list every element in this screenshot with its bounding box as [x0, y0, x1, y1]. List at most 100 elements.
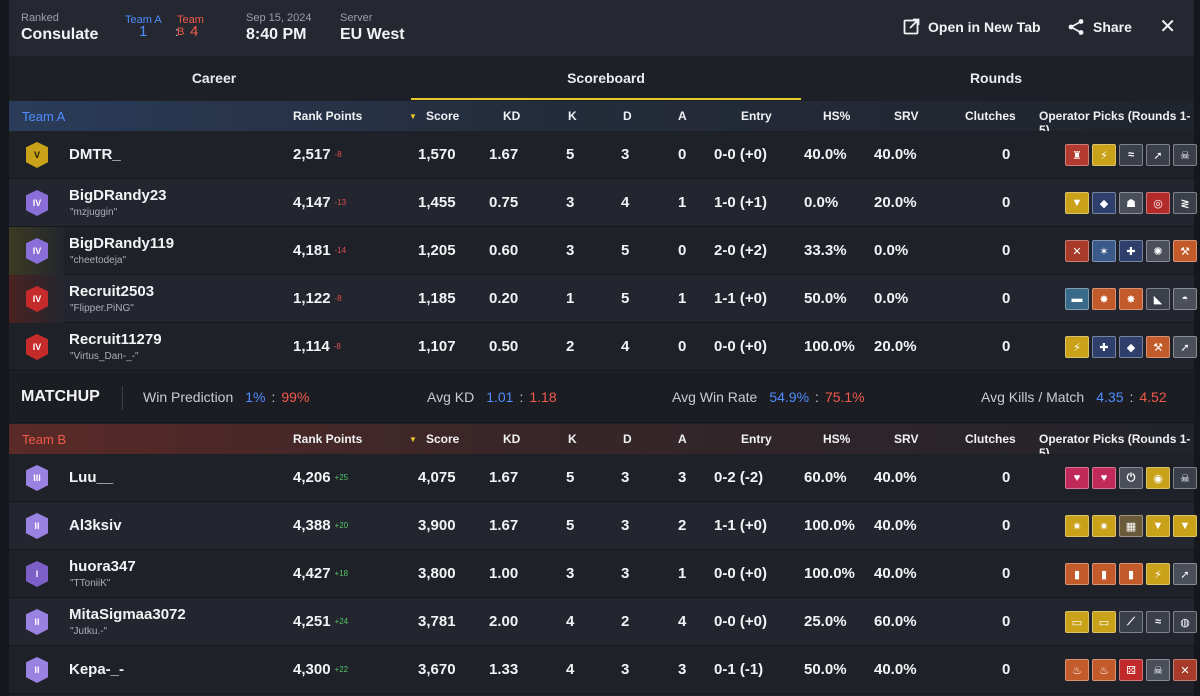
- blade-icon[interactable]: ⟋: [1119, 611, 1143, 633]
- player-name[interactable]: Recruit2503: [69, 283, 155, 300]
- player-name[interactable]: Luu__: [69, 469, 114, 486]
- wolf-icon[interactable]: ◣: [1146, 288, 1170, 310]
- col-hs[interactable]: HS%: [823, 432, 851, 446]
- gear-icon[interactable]: ✺: [1146, 240, 1170, 262]
- col-hs[interactable]: HS%: [823, 109, 851, 123]
- col-a[interactable]: A: [678, 109, 687, 123]
- wave-icon[interactable]: ≈: [1119, 144, 1143, 166]
- player-name[interactable]: Al3ksiv: [69, 517, 122, 534]
- bee-icon[interactable]: ✷: [1092, 515, 1116, 537]
- player-name[interactable]: Kepa-_-: [69, 661, 125, 678]
- visor-icon[interactable]: ▭: [1092, 611, 1116, 633]
- eagle-icon[interactable]: ▼: [1065, 192, 1089, 214]
- eagle-icon[interactable]: ▼: [1173, 515, 1197, 537]
- target-icon[interactable]: ◎: [1146, 192, 1170, 214]
- shield-icon[interactable]: ◆: [1092, 192, 1116, 214]
- col-kd[interactable]: KD: [503, 432, 521, 446]
- visor-icon[interactable]: ▭: [1065, 611, 1089, 633]
- shield-icon[interactable]: ◆: [1119, 336, 1143, 358]
- drop-icon[interactable]: ◍: [1173, 611, 1197, 633]
- bucket-icon[interactable]: ▮: [1092, 563, 1116, 585]
- player-row[interactable]: IV Recruit2503 "Flipper.PiNG" 1,122 -8 1,185 0…: [9, 275, 1197, 323]
- dice-icon[interactable]: ⚄: [1119, 659, 1143, 681]
- fortress-icon[interactable]: ♜: [1065, 144, 1089, 166]
- col-clutches[interactable]: Clutches: [965, 109, 1016, 123]
- bee-icon[interactable]: ✷: [1065, 515, 1089, 537]
- col-srv[interactable]: SRV: [894, 432, 919, 446]
- sort-desc-icon[interactable]: ▼: [409, 112, 417, 121]
- arrow-icon[interactable]: ➚: [1146, 144, 1170, 166]
- skull-icon[interactable]: ☠: [1173, 144, 1197, 166]
- star-icon[interactable]: ✸: [1119, 288, 1143, 310]
- share-button[interactable]: Share: [1067, 18, 1132, 36]
- col-d[interactable]: D: [623, 432, 632, 446]
- col-score[interactable]: Score: [426, 432, 460, 446]
- player-row[interactable]: IV BigDRandy119 "cheetodeja" 4,181 -14 1,205 0…: [9, 227, 1197, 275]
- player-row[interactable]: II MitaSigmaa3072 "Jutku.-" 4,251 +24 3,781 2.…: [9, 598, 1197, 646]
- owl-icon[interactable]: ◉: [1146, 467, 1170, 489]
- helmet-icon[interactable]: ◓: [1173, 288, 1197, 310]
- player-name[interactable]: Recruit11279: [69, 331, 162, 348]
- eagle-icon[interactable]: ▼: [1146, 515, 1170, 537]
- col-k[interactable]: K: [568, 109, 577, 123]
- lightning-icon[interactable]: ⚡: [1065, 336, 1089, 358]
- lightning-icon[interactable]: ⚡: [1092, 144, 1116, 166]
- crosshair-icon[interactable]: ✚: [1092, 336, 1116, 358]
- grid-icon[interactable]: ▦: [1119, 515, 1143, 537]
- power-icon[interactable]: ⏻: [1119, 467, 1143, 489]
- player-name[interactable]: huora347: [69, 558, 136, 575]
- claw-icon[interactable]: ≷: [1173, 192, 1197, 214]
- col-srv[interactable]: SRV: [894, 109, 919, 123]
- col-entry[interactable]: Entry: [741, 432, 772, 446]
- col-rank-points[interactable]: Rank Points: [293, 432, 363, 446]
- col-score[interactable]: Score: [426, 109, 460, 123]
- player-row[interactable]: IV BigDRandy23 "mzjuggin" 4,147 -13 1,455 0.75…: [9, 179, 1197, 227]
- open-new-tab-button[interactable]: Open in New Tab: [903, 18, 1041, 35]
- player-row[interactable]: II Kepa-_- 4,300 +22 3,670 1.33 4 3 3 0-1 (-1) 50.…: [9, 646, 1197, 694]
- rank-badge-icon: IV: [26, 334, 48, 360]
- tab-rounds[interactable]: Rounds: [969, 70, 1023, 86]
- skull-icon[interactable]: ☠: [1173, 467, 1197, 489]
- skull-icon[interactable]: ☠: [1146, 659, 1170, 681]
- spike-icon[interactable]: ✶: [1092, 240, 1116, 262]
- col-entry[interactable]: Entry: [741, 109, 772, 123]
- lightning-icon[interactable]: ⚡: [1146, 563, 1170, 585]
- hammer-icon[interactable]: ⚒: [1146, 336, 1170, 358]
- col-rank-points[interactable]: Rank Points: [293, 109, 363, 123]
- player-row[interactable]: IV Recruit11279 "Virtus_Dan-_-" 1,114 -8 1,10…: [9, 323, 1197, 371]
- flame-icon[interactable]: ♨: [1065, 659, 1089, 681]
- tab-scoreboard[interactable]: Scoreboard: [411, 56, 801, 100]
- wave-icon[interactable]: ≈: [1146, 611, 1170, 633]
- col-k[interactable]: K: [568, 432, 577, 446]
- player-name[interactable]: DMTR_: [69, 146, 121, 163]
- heart-icon[interactable]: ♥: [1065, 467, 1089, 489]
- bucket-icon[interactable]: ▮: [1065, 563, 1089, 585]
- crosshair-icon[interactable]: ✚: [1119, 240, 1143, 262]
- cross-icon[interactable]: ✕: [1173, 659, 1197, 681]
- player-row[interactable]: III Luu__ 4,206 +25 4,075 1.67 5 3 3 0-2 (-2) 60.0…: [9, 454, 1197, 502]
- close-icon[interactable]: ✕: [1159, 16, 1176, 38]
- flame-icon[interactable]: ♨: [1092, 659, 1116, 681]
- hammer-icon[interactable]: ⚒: [1173, 240, 1197, 262]
- bucket-icon[interactable]: ▮: [1119, 563, 1143, 585]
- barrier-icon[interactable]: ▬: [1065, 288, 1089, 310]
- mask-icon[interactable]: ☗: [1119, 192, 1143, 214]
- star-icon[interactable]: ✸: [1092, 288, 1116, 310]
- rank-points-delta: +25: [334, 473, 349, 482]
- player-name[interactable]: BigDRandy119: [69, 235, 175, 252]
- arrow-icon[interactable]: ➚: [1173, 336, 1197, 358]
- col-d[interactable]: D: [623, 109, 632, 123]
- tab-career[interactable]: Career: [191, 70, 237, 86]
- sort-desc-icon[interactable]: ▼: [409, 435, 417, 444]
- cross-icon[interactable]: ✕: [1065, 240, 1089, 262]
- arrow-icon[interactable]: ➚: [1173, 563, 1197, 585]
- player-row[interactable]: II Al3ksiv 4,388 +20 3,900 1.67 5 3 2 1-1 (+0) 100…: [9, 502, 1197, 550]
- col-kd[interactable]: KD: [503, 109, 521, 123]
- player-name[interactable]: MitaSigmaa3072: [69, 606, 186, 623]
- col-clutches[interactable]: Clutches: [965, 432, 1016, 446]
- player-row[interactable]: V DMTR_ 2,517 -8 1,570 1.67 5 3 0 0-0 (+0) 40.0% 40…: [9, 131, 1197, 179]
- heart-icon[interactable]: ♥: [1092, 467, 1116, 489]
- col-a[interactable]: A: [678, 432, 687, 446]
- player-name[interactable]: BigDRandy23: [69, 187, 167, 204]
